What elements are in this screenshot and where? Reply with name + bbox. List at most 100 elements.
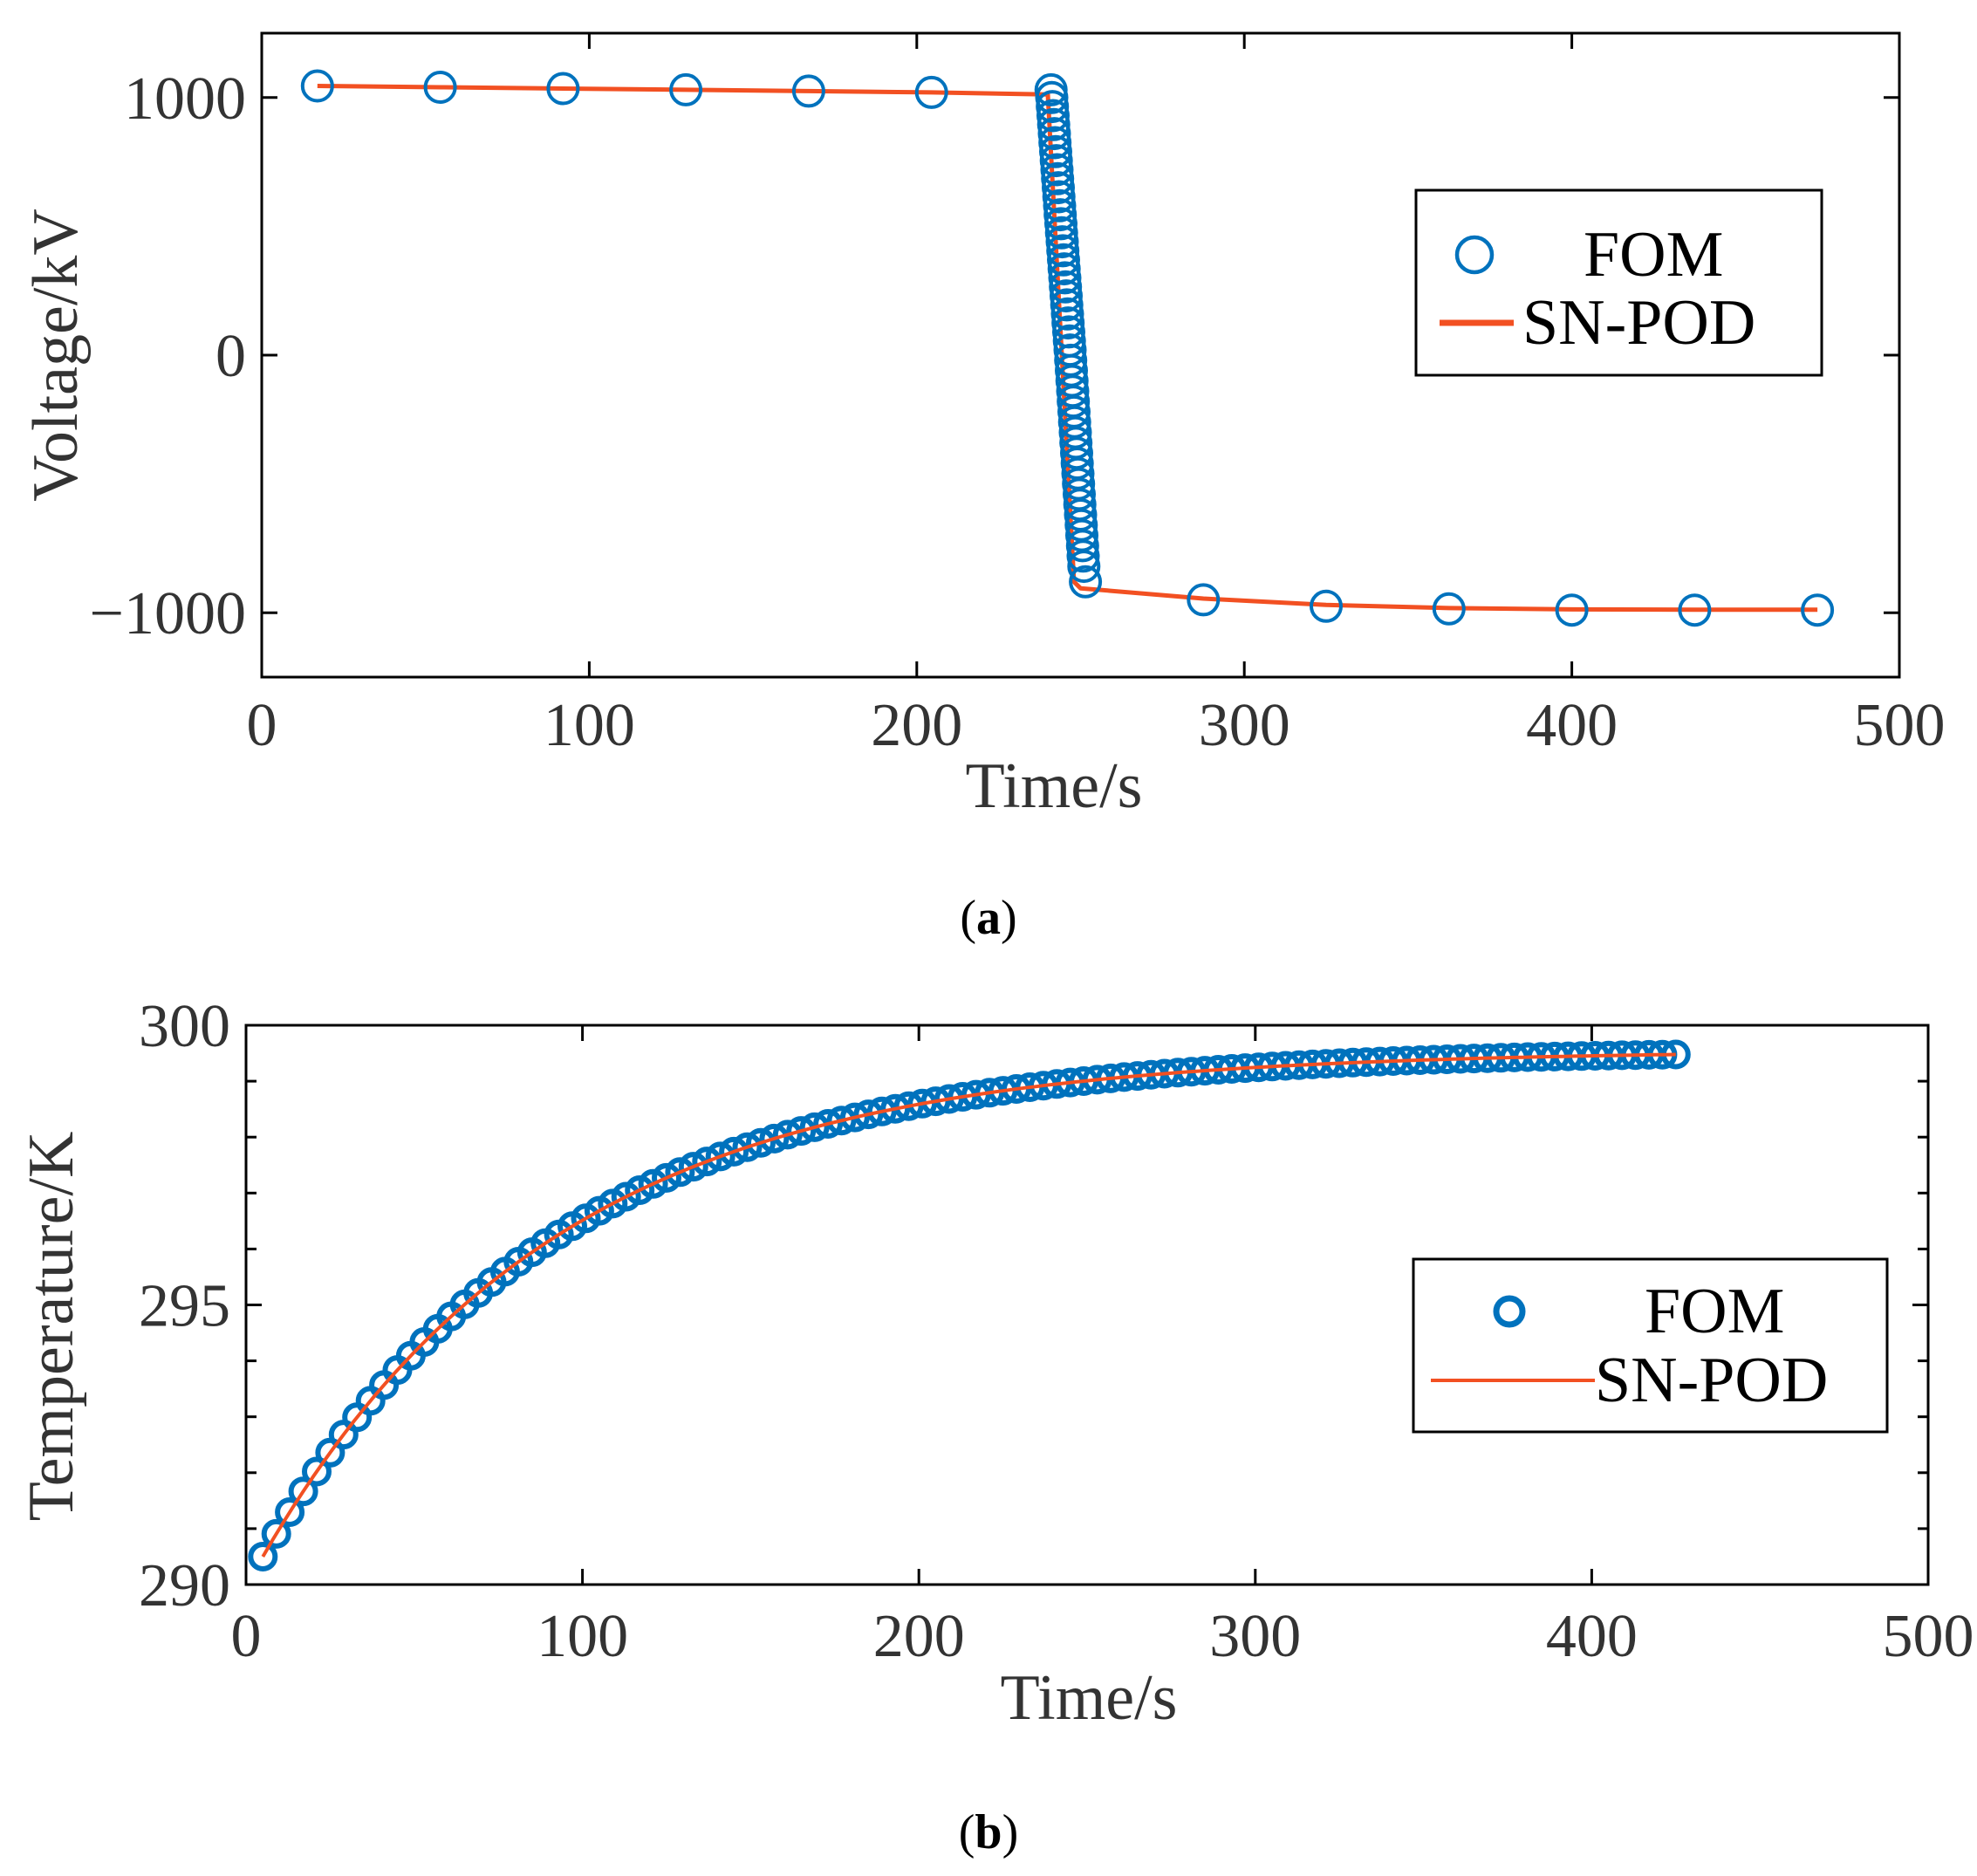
panel-b-legend-fom-label: FOM: [1645, 1276, 1784, 1347]
panel-b-snpod-series: [261, 1052, 1676, 1558]
fom-marker: [907, 1088, 938, 1119]
fom-marker: [839, 1102, 870, 1133]
fom-marker: [1187, 583, 1221, 617]
panel-a-legend: FOM SN-POD: [1414, 188, 1823, 377]
fom-marker: [300, 69, 334, 103]
fom-marker: [1041, 161, 1075, 195]
fom-marker: [678, 1152, 708, 1182]
panel-b-legend: FOM SN-POD: [1412, 1257, 1889, 1434]
fom-marker: [1039, 144, 1073, 178]
fom-marker: [1044, 207, 1077, 241]
fom-marker: [920, 1086, 951, 1117]
x-tick-label: 500: [1854, 692, 1946, 759]
fom-marker: [275, 1497, 305, 1527]
snpod-line: [261, 1052, 1676, 1558]
fom-marker: [866, 1096, 897, 1126]
panel-a-legend-fom-label: FOM: [1584, 219, 1723, 291]
fom-marker: [1555, 593, 1589, 627]
fom-marker: [880, 1093, 911, 1124]
panel-a-legend-box: [1414, 188, 1823, 377]
x-tick-label: 300: [1199, 692, 1290, 759]
fom-marker: [669, 72, 703, 106]
fom-marker: [813, 1109, 844, 1139]
fom-marker: [947, 1082, 978, 1112]
panel-a-snpod-series: [317, 84, 1818, 613]
fom-marker: [1065, 529, 1099, 563]
fom-marker: [1043, 198, 1077, 232]
fom-marker: [719, 1136, 749, 1167]
fom-marker: [1050, 297, 1084, 331]
fom-marker: [1040, 153, 1074, 187]
y-tick-label: −1000: [90, 580, 246, 647]
fom-marker: [1051, 306, 1085, 340]
fom-marker: [705, 1141, 735, 1172]
panel-a-legend-snpod-label: SN-POD: [1522, 287, 1755, 359]
panel-a-fom-series: [300, 69, 1835, 627]
fom-marker: [1049, 270, 1083, 304]
fom-marker: [1044, 216, 1078, 250]
x-tick-label: 0: [231, 1603, 262, 1670]
y-tick-label: 0: [215, 323, 246, 390]
fom-marker: [1045, 225, 1079, 259]
fom-marker: [1039, 134, 1072, 168]
fom-marker: [914, 75, 948, 109]
y-tick-label: 295: [139, 1273, 230, 1340]
fom-marker: [546, 72, 580, 106]
x-tick-label: 200: [871, 692, 962, 759]
fom-marker: [1047, 243, 1080, 277]
fom-marker: [961, 1079, 991, 1110]
x-tick-label: 100: [537, 1603, 628, 1670]
fom-marker: [791, 74, 825, 108]
panel-a-y-axis-title: Voltage/kV: [20, 209, 92, 502]
fom-marker: [772, 1119, 803, 1150]
fom-marker: [1036, 99, 1070, 133]
panel-b-legend-snpod-label: SN-POD: [1595, 1345, 1828, 1416]
fom-marker: [1047, 252, 1081, 286]
fom-marker: [1066, 539, 1100, 573]
panel-a-caption-letter: a: [976, 891, 1001, 945]
panel-b-caption: (b): [959, 1805, 1018, 1859]
panel-a-plot-frame: [260, 31, 1901, 679]
fom-marker: [826, 1106, 857, 1136]
fom-marker: [1432, 592, 1466, 626]
y-tick-label: 1000: [124, 65, 246, 133]
y-tick-label: 300: [139, 993, 230, 1060]
fom-marker: [853, 1099, 884, 1130]
fom-marker: [692, 1147, 722, 1177]
fom-marker: [423, 71, 457, 104]
panel-b-legend-box: [1412, 1257, 1889, 1434]
fom-marker: [893, 1091, 924, 1121]
fom-marker: [1801, 593, 1835, 627]
x-tick-label: 500: [1883, 1603, 1974, 1670]
fom-marker: [1050, 279, 1083, 313]
fom-marker: [799, 1112, 830, 1142]
fom-marker: [732, 1132, 763, 1162]
panel-b-legend-fom-marker: [1493, 1295, 1526, 1328]
fom-marker: [652, 1162, 681, 1193]
panel-b-temperature-chart: 0 100 200 300 400 500 290 295 300 Time/s Tempera…: [16, 993, 1974, 1859]
fom-marker: [1067, 550, 1101, 584]
x-tick-label: 300: [1209, 1603, 1301, 1670]
fom-marker: [1069, 565, 1103, 599]
x-tick-label: 100: [544, 692, 635, 759]
fom-marker: [786, 1116, 817, 1147]
fom-marker: [934, 1084, 964, 1114]
fom-marker: [1035, 80, 1069, 114]
fom-marker: [1036, 90, 1070, 124]
fom-marker: [759, 1123, 790, 1154]
fom-marker: [746, 1127, 776, 1158]
panel-a-legend-fom-marker: [1454, 235, 1495, 275]
fom-marker: [302, 1456, 332, 1487]
panel-b-caption-letter: b: [975, 1805, 1002, 1859]
panel-a-caption: (a): [960, 891, 1016, 945]
x-tick-label: 400: [1546, 1603, 1638, 1670]
fom-marker: [665, 1157, 695, 1188]
snpod-line: [317, 84, 1818, 613]
panel-b-y-axis-title: Temperature/K: [16, 1132, 87, 1522]
x-tick-label: 200: [873, 1603, 965, 1670]
fom-marker: [288, 1476, 318, 1507]
fom-marker: [1048, 261, 1082, 295]
